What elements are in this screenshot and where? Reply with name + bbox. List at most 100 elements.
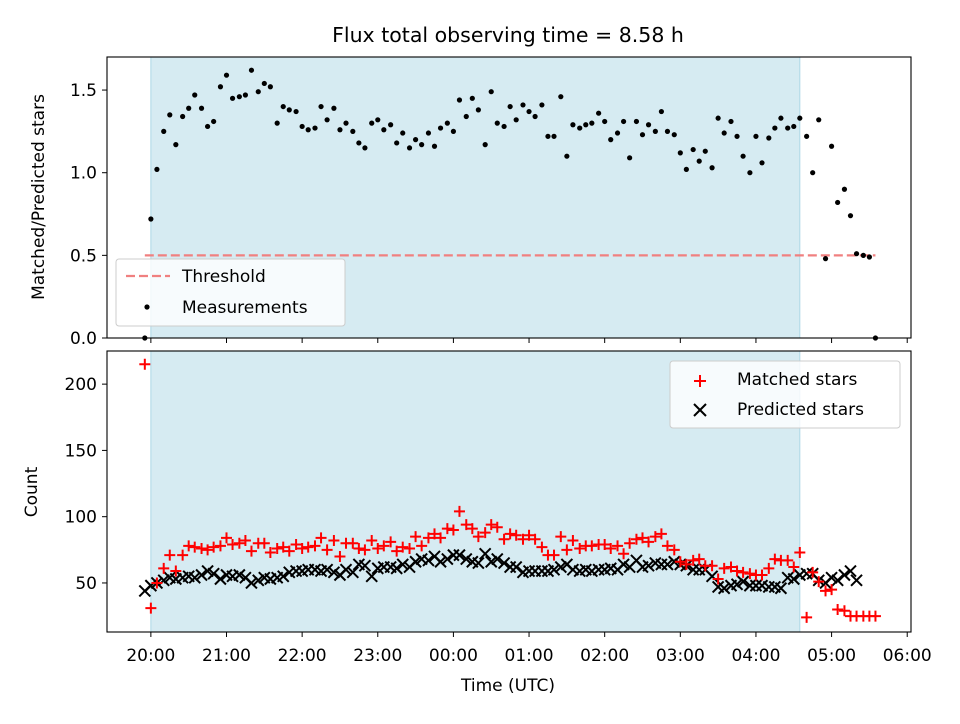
- measurement-point: [475, 107, 481, 113]
- measurement-point: [261, 80, 267, 87]
- matched-star-marker: [548, 549, 560, 561]
- matched-star-marker: [869, 610, 881, 622]
- legend-predicted-swatch: [693, 403, 707, 417]
- measurement-point: [539, 102, 545, 108]
- predicted-star-marker: [188, 571, 201, 584]
- predicted-star-marker: [207, 567, 220, 580]
- matched-star-marker: [441, 523, 453, 535]
- predicted-star-marker: [453, 548, 466, 562]
- x-tick-label: 21:00: [202, 646, 251, 666]
- matched-star-marker: [649, 531, 661, 543]
- measurement-point: [645, 122, 652, 128]
- x-axis-label: Time (UTC): [460, 676, 555, 696]
- matched-star-marker: [391, 545, 403, 557]
- measurement-point: [677, 150, 683, 156]
- measurement-point: [192, 92, 198, 98]
- matched-star-marker: [309, 540, 321, 552]
- predicted-star-marker: [844, 564, 857, 578]
- matched-star-marker: [618, 548, 630, 560]
- measurement-point: [305, 127, 311, 133]
- matched-star-marker: [321, 544, 333, 556]
- predicted-star-marker: [774, 582, 788, 595]
- predicted-star-marker: [705, 570, 719, 583]
- matched-star-marker: [801, 611, 813, 623]
- measurement-point: [318, 103, 324, 110]
- measurement-point: [847, 213, 854, 219]
- measurement-point: [816, 117, 822, 123]
- measurement-point: [639, 132, 646, 138]
- matched-star-marker: [643, 536, 655, 548]
- matched-star-marker: [838, 605, 850, 617]
- measurement-point: [375, 117, 381, 123]
- matched-star-marker: [472, 531, 484, 543]
- matched-star-marker: [813, 576, 825, 588]
- measurement-point: [620, 118, 627, 125]
- bottom-legend-box: [669, 360, 901, 429]
- predicted-star-marker: [245, 576, 258, 590]
- matched-star-marker: [574, 542, 586, 554]
- bottom-y-axis-label: Count: [22, 466, 42, 517]
- y-tick-label: 1.5: [70, 81, 97, 101]
- matched-star-marker: [586, 540, 598, 552]
- matched-star-marker: [782, 554, 794, 566]
- measurement-point: [507, 103, 513, 110]
- measurement-point: [286, 107, 292, 113]
- matched-star-marker: [567, 535, 579, 547]
- matched-star-marker: [435, 532, 447, 544]
- measurement-point: [217, 84, 224, 90]
- measurement-point: [444, 120, 450, 126]
- measurement-point: [425, 130, 432, 136]
- measurement-point: [173, 142, 179, 148]
- x-tick-label: 04:00: [731, 646, 780, 666]
- measurement-point: [204, 123, 211, 130]
- matched-star-marker: [283, 545, 295, 557]
- measurement-point: [223, 72, 230, 78]
- matched-star-marker: [731, 565, 743, 577]
- measurement-point: [772, 125, 778, 131]
- measurement-point: [362, 145, 368, 151]
- measurement-point: [312, 125, 318, 131]
- measurement-point: [437, 125, 444, 131]
- predicted-star-marker: [787, 572, 800, 586]
- matched-star-marker: [404, 542, 416, 554]
- predicted-star-marker: [422, 554, 435, 567]
- matched-star-marker: [479, 527, 491, 539]
- matched-star-marker: [202, 544, 214, 556]
- legend-matched-label: Matched stars: [737, 370, 857, 390]
- measurement-point: [406, 145, 413, 151]
- measurement-point: [419, 142, 425, 148]
- top-x-ticks: [150, 338, 908, 343]
- matched-star-marker: [221, 532, 233, 544]
- measurement-point: [791, 123, 797, 130]
- matched-star-marker: [151, 577, 163, 589]
- measurement-point: [715, 115, 721, 121]
- predicted-star-marker: [661, 558, 674, 571]
- legend-measurements-swatch: [144, 304, 150, 310]
- matched-star-marker: [612, 540, 624, 552]
- x-tick-label: 20:00: [126, 646, 175, 666]
- predicted-star-marker: [346, 566, 360, 579]
- x-tick-label: 22:00: [278, 646, 327, 666]
- bottom-legend: Matched stars Predicted stars: [669, 360, 901, 429]
- legend-predicted-label: Predicted stars: [737, 400, 864, 420]
- top-axes-frame: [106, 56, 912, 339]
- measurement-point: [728, 118, 734, 125]
- matched-star-marker: [680, 558, 692, 570]
- matched-star-marker: [245, 545, 257, 557]
- measurement-point: [337, 127, 343, 133]
- measurement-point: [683, 166, 689, 172]
- predicted-star-marker: [491, 552, 504, 566]
- measurement-point: [456, 97, 463, 103]
- bottom-x-ticks: 20:00 21:00 22:00 23:00 00:00 01:00 02:00 03:00…: [126, 632, 932, 666]
- measurement-point: [835, 199, 841, 206]
- matched-star-marker: [712, 573, 724, 585]
- predicted-star-marker: [390, 562, 403, 575]
- matched-star-marker: [706, 560, 718, 572]
- matched-star-marker: [264, 546, 276, 558]
- measurement-point: [431, 143, 438, 149]
- measurement-point: [690, 146, 696, 153]
- measurement-point: [513, 117, 519, 123]
- measurement-point: [577, 125, 583, 131]
- matched-star-marker: [504, 528, 516, 540]
- matched-star-marker: [826, 584, 838, 596]
